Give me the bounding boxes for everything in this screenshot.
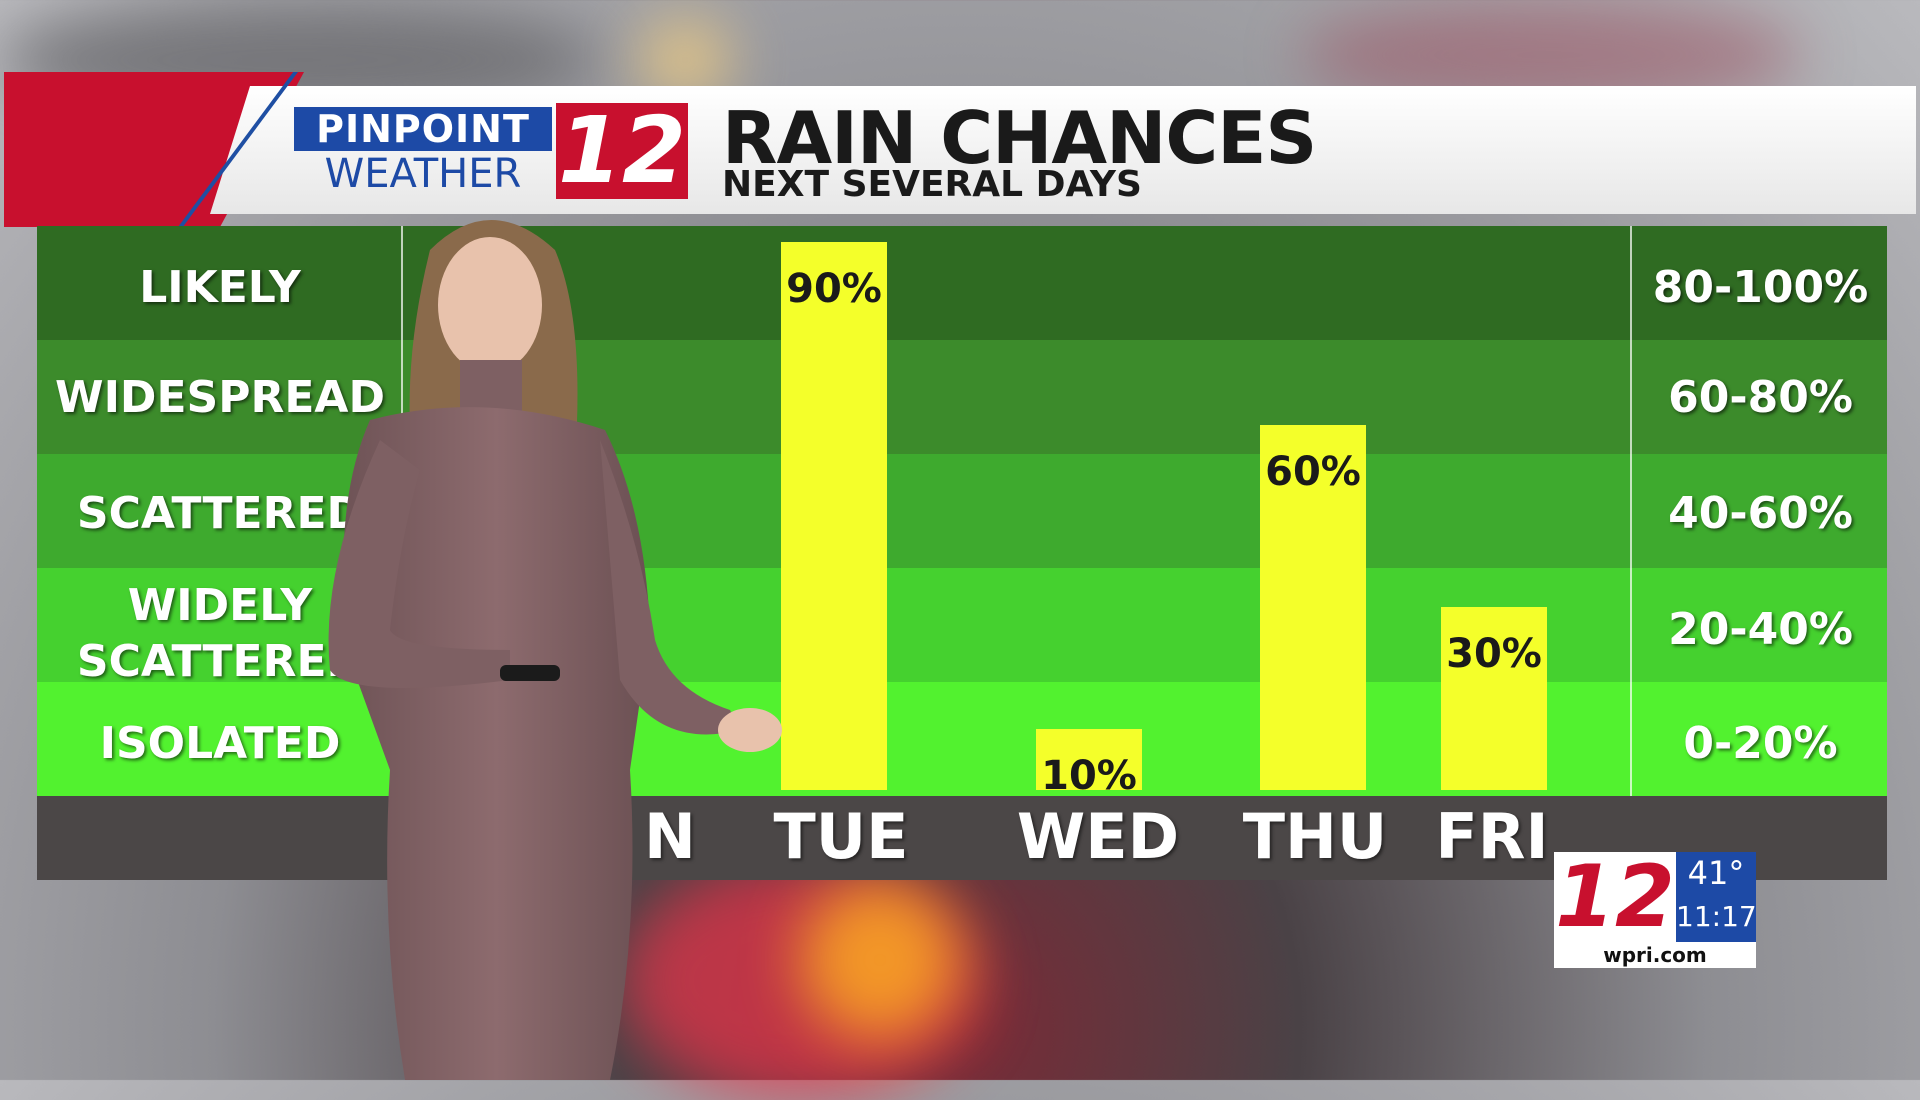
category-widespread: WIDESPREAD (55, 372, 385, 423)
bar-tue (781, 242, 887, 790)
presenter-clicker (500, 665, 560, 681)
range-20-40: 20-40% (1668, 604, 1853, 655)
range-60-80: 60-80% (1668, 372, 1853, 423)
page-title: RAIN CHANCES (722, 96, 1317, 180)
day-label-tue: TUE (773, 800, 909, 873)
page-subtitle: NEXT SEVERAL DAYS (722, 164, 1142, 205)
category-widely-scattered: WIDELY SCATTERED (76, 580, 364, 687)
bar-thu (1260, 424, 1366, 790)
presenter (328, 220, 782, 1080)
bar-label-thu: 60% (1265, 448, 1361, 495)
bug-logo-12: 12 (1554, 847, 1676, 947)
presenter-hand (718, 708, 782, 752)
day-label-mon: N (644, 800, 696, 873)
bar-label-wed: 10% (1041, 753, 1137, 800)
presenter-dress (343, 407, 650, 1080)
bar-label-fri: 30% (1446, 631, 1542, 678)
bar-label-tue: 90% (786, 266, 882, 312)
band-2 (37, 340, 1887, 454)
day-label-fri: FRI (1435, 800, 1549, 873)
category-isolated: ISOLATED (99, 718, 341, 769)
logo-channel-12: 12 (556, 97, 688, 204)
presenter-face (438, 237, 542, 373)
category-scattered: SCATTERED (76, 488, 364, 539)
presenter-left-arm (328, 440, 510, 688)
day-label-thu: THU (1242, 800, 1388, 873)
bug-url: wpri.com (1554, 942, 1756, 968)
presenter-right-arm (600, 440, 740, 735)
bug-info-panel (1676, 852, 1756, 942)
range-0-20: 0-20% (1683, 718, 1838, 769)
bar-wed (1036, 729, 1142, 790)
bug-time: 11:17 (1676, 900, 1757, 933)
right-divider (1630, 226, 1632, 881)
category-likely: LIKELY (139, 262, 301, 313)
logo-weather: WEATHER (324, 151, 522, 197)
band-5 (37, 682, 1887, 796)
station-bug: 12 41° 11:17 wpri.com (1554, 847, 1757, 968)
range-40-60: 40-60% (1668, 488, 1853, 539)
bug-temperature: 41° (1687, 854, 1745, 892)
range-80-100: 80-100% (1652, 262, 1869, 313)
background-blur (800, 880, 960, 1040)
band-1 (37, 226, 1887, 340)
bar-fri (1441, 607, 1547, 790)
logo-pinpoint: PINPOINT (294, 107, 552, 151)
day-label-wed: WED (1016, 800, 1180, 873)
